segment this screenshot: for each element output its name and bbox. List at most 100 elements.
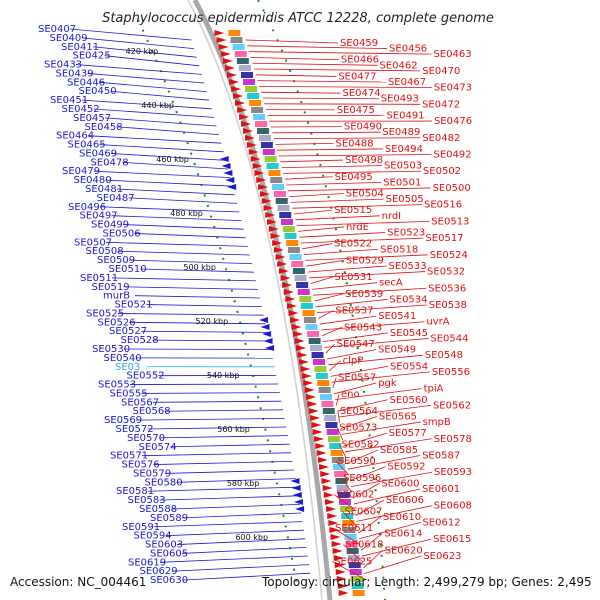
left-gene-label[interactable]: SE0553 — [98, 380, 136, 391]
left-gene-label[interactable]: SE0499 — [91, 220, 129, 231]
right-gene-label[interactable]: SE0554 — [390, 361, 428, 372]
left-gene-label[interactable]: SE0580 — [145, 477, 183, 488]
left-gene-label[interactable]: SE0511 — [80, 273, 118, 284]
left-gene-label[interactable]: SE03 — [115, 362, 140, 373]
right-gene-label[interactable]: SE0587 — [422, 451, 460, 462]
left-gene-label[interactable]: SE0509 — [97, 255, 135, 266]
left-gene-label[interactable]: SE0552 — [127, 371, 165, 382]
right-gene-label[interactable]: SE0593 — [434, 467, 472, 478]
left-gene-label[interactable]: SE0591 — [122, 522, 160, 533]
right-gene-label[interactable]: SE0522 — [334, 239, 372, 250]
right-gene-label[interactable]: SE0498 — [345, 155, 383, 166]
right-gene-label[interactable]: SE0534 — [389, 294, 427, 305]
right-gene-label[interactable]: SE0602 — [336, 490, 374, 501]
left-gene-label[interactable]: SE0433 — [44, 60, 82, 71]
right-gene-label[interactable]: SE0612 — [422, 517, 460, 528]
left-gene-label[interactable]: SE0571 — [110, 451, 148, 462]
right-gene-label[interactable]: tpiA — [424, 384, 444, 395]
left-gene-label[interactable]: SE0527 — [109, 326, 147, 337]
right-gene-label[interactable]: SE0492 — [433, 149, 471, 160]
left-gene-label[interactable]: SE0594 — [134, 531, 172, 542]
left-gene-label[interactable]: murB — [103, 291, 130, 302]
right-gene-label[interactable]: SE0606 — [386, 495, 424, 506]
left-gene-label[interactable]: SE0469 — [79, 148, 117, 159]
right-gene-label[interactable]: pgk — [378, 378, 397, 389]
right-gene-label[interactable]: SE0473 — [434, 83, 472, 94]
left-gene-label[interactable]: SE0480 — [74, 175, 112, 186]
right-gene-label[interactable]: SE0500 — [433, 183, 471, 194]
left-gene-label[interactable]: SE0521 — [115, 300, 153, 311]
right-gene-label[interactable]: SE0607 — [344, 506, 382, 517]
left-gene-label[interactable]: SE0481 — [85, 184, 123, 195]
right-gene-label[interactable]: uvrA — [426, 317, 449, 328]
left-gene-label[interactable]: SE0479 — [62, 166, 100, 177]
left-gene-label[interactable]: SE0425 — [73, 51, 111, 62]
right-gene-label[interactable]: SE0562 — [433, 400, 471, 411]
right-gene-label[interactable]: SE0472 — [422, 99, 460, 110]
right-gene-label[interactable]: SE0548 — [425, 350, 463, 361]
left-gene-label[interactable]: SE0487 — [97, 193, 135, 204]
right-gene-label[interactable]: SE0490 — [344, 122, 382, 133]
right-gene-label[interactable]: SE0543 — [344, 322, 382, 333]
left-gene-label[interactable]: SE0407 — [38, 24, 76, 35]
right-gene-label[interactable]: SE0577 — [389, 428, 427, 439]
left-gene-label[interactable]: SE0576 — [122, 460, 160, 471]
left-gene-label[interactable]: SE0478 — [91, 157, 129, 168]
right-gene-label[interactable]: SE0601 — [422, 484, 460, 495]
right-gene-label[interactable]: SE0547 — [337, 339, 375, 350]
right-gene-label[interactable]: SE0467 — [388, 77, 426, 88]
left-gene-label[interactable]: SE0452 — [62, 104, 100, 115]
right-gene-label[interactable]: SE0459 — [340, 38, 378, 49]
left-gene-label[interactable]: SE0446 — [67, 77, 105, 88]
right-gene-label[interactable]: SE0476 — [434, 116, 472, 127]
right-gene-label[interactable]: clpP — [343, 356, 364, 367]
left-gene-label[interactable]: SE0457 — [73, 113, 111, 124]
right-gene-label[interactable]: SE0536 — [428, 283, 466, 294]
right-gene-label[interactable]: SE0462 — [379, 60, 417, 71]
right-gene-label[interactable]: SE0596 — [343, 473, 381, 484]
right-gene-label[interactable]: SE0556 — [432, 367, 470, 378]
left-gene-label[interactable]: SE0574 — [139, 442, 177, 453]
right-gene-label[interactable]: smpB — [423, 417, 451, 428]
left-gene-label[interactable]: SE0581 — [116, 486, 154, 497]
right-gene-label[interactable]: SE0618 — [345, 540, 383, 551]
right-gene-label[interactable]: SE0495 — [335, 172, 373, 183]
right-gene-label[interactable]: SE0517 — [425, 233, 463, 244]
left-gene-label[interactable]: SE0464 — [56, 131, 94, 142]
right-gene-label[interactable]: SE0488 — [335, 138, 373, 149]
right-gene-label[interactable]: SE0564 — [340, 406, 378, 417]
right-gene-label[interactable]: SE0600 — [381, 478, 419, 489]
left-gene-label[interactable]: SE0465 — [68, 140, 106, 151]
right-gene-label[interactable]: SE0541 — [378, 311, 416, 322]
right-gene-label[interactable]: SE0518 — [380, 244, 418, 255]
left-gene-label[interactable]: SE0568 — [133, 406, 171, 417]
left-gene-label[interactable]: SE0526 — [98, 317, 136, 328]
left-gene-label[interactable]: SE0605 — [150, 548, 188, 559]
right-gene-label[interactable]: SE0529 — [346, 255, 384, 266]
left-gene-label[interactable]: SE0451 — [50, 95, 88, 106]
right-gene-label[interactable]: SE0503 — [384, 161, 422, 172]
right-gene-label[interactable]: SE0466 — [341, 55, 379, 66]
left-gene-label[interactable]: SE0569 — [104, 415, 142, 426]
right-gene-label[interactable]: SE0502 — [423, 166, 461, 177]
left-gene-label[interactable]: SE0588 — [139, 504, 177, 515]
right-gene-label[interactable]: SE0523 — [387, 228, 425, 239]
left-gene-label[interactable]: SE0519 — [92, 282, 130, 293]
left-gene-label[interactable]: SE0528 — [121, 335, 159, 346]
right-gene-label[interactable]: SE0513 — [431, 216, 469, 227]
left-gene-label[interactable]: SE0619 — [128, 557, 166, 568]
right-gene-label[interactable]: SE0620 — [385, 545, 423, 556]
right-gene-label[interactable]: SE0501 — [383, 177, 421, 188]
right-gene-label[interactable]: SE0532 — [427, 267, 465, 278]
left-gene-label[interactable]: SE0506 — [103, 228, 141, 239]
right-gene-label[interactable]: SE0545 — [390, 328, 428, 339]
left-gene-label[interactable]: SE0530 — [92, 344, 130, 355]
right-gene-label[interactable]: SE0615 — [433, 534, 471, 545]
right-gene-label[interactable]: SE0531 — [335, 272, 373, 283]
left-gene-label[interactable]: SE0497 — [80, 211, 118, 222]
right-gene-label[interactable]: SE0573 — [339, 423, 377, 434]
right-gene-label[interactable]: eno — [341, 389, 360, 400]
right-gene-label[interactable]: SE0477 — [338, 71, 376, 82]
left-gene-label[interactable]: SE0496 — [68, 202, 106, 213]
left-gene-label[interactable]: SE0450 — [79, 86, 117, 97]
